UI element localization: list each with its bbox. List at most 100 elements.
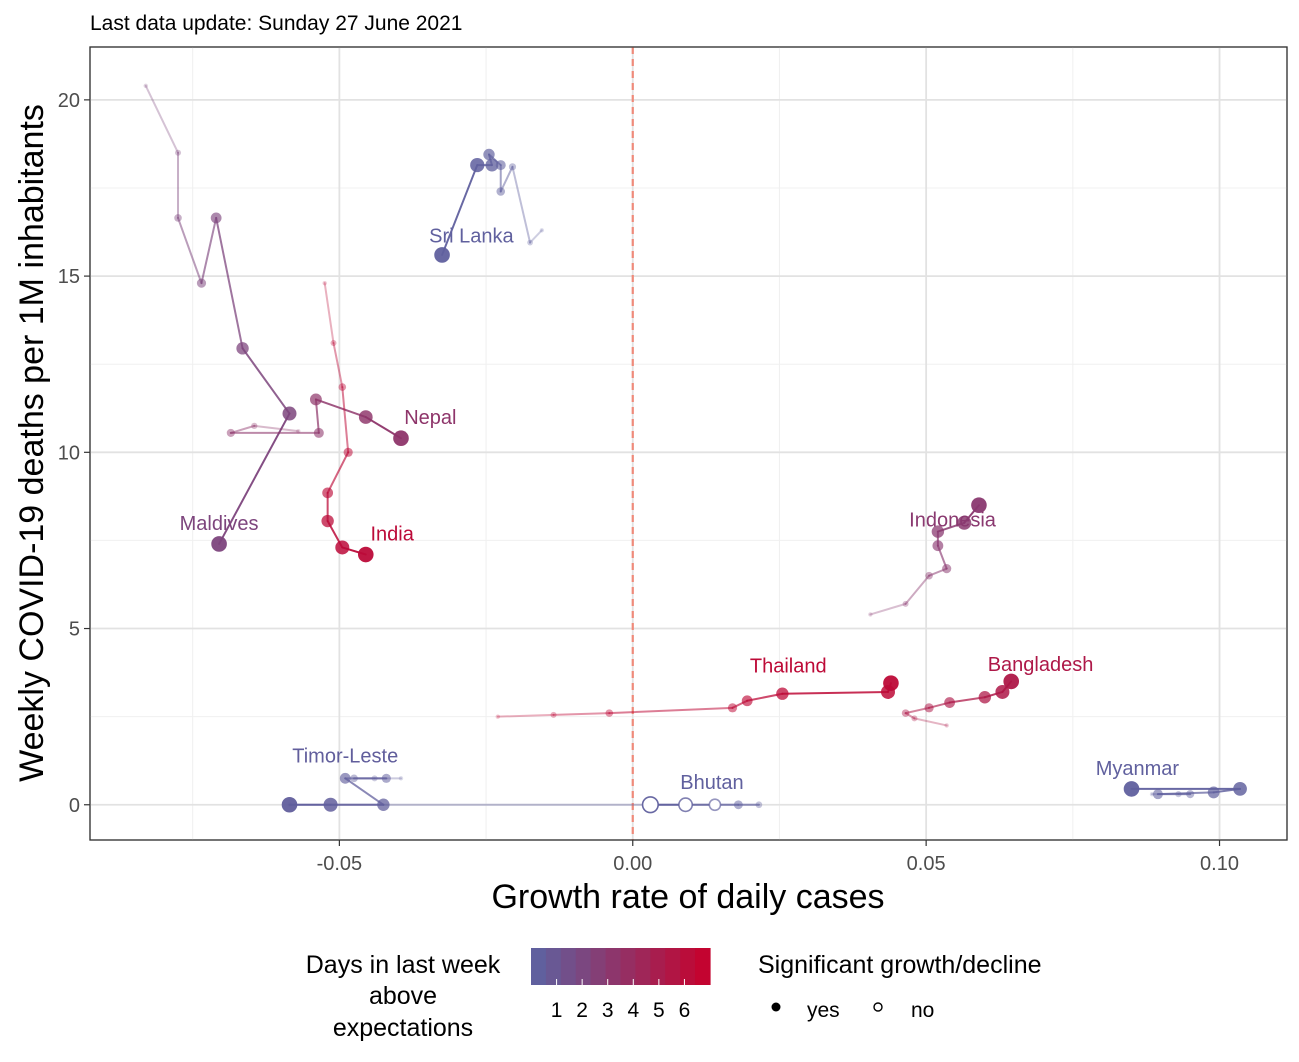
shape-legend-label: yes	[807, 999, 840, 1022]
series-layer	[143, 83, 1247, 814]
data-point	[1123, 781, 1140, 797]
shape-legend-title: Significant growth/decline	[758, 951, 1042, 979]
data-point	[550, 711, 557, 718]
x-tick-label: 0.00	[613, 853, 652, 875]
trajectory-segment	[323, 282, 335, 345]
data-point	[495, 714, 501, 719]
data-point	[470, 157, 485, 173]
trajectory-segment	[904, 574, 931, 605]
data-point	[1186, 790, 1195, 799]
data-point	[932, 540, 944, 552]
data-point	[282, 406, 297, 421]
data-point	[741, 695, 753, 707]
trajectory-segment	[529, 229, 543, 244]
series-timor-leste	[281, 772, 404, 813]
data-point	[381, 773, 391, 783]
trajectory-segment	[341, 386, 350, 454]
colorbar-segment	[545, 948, 562, 985]
data-point	[925, 571, 933, 580]
colorbar-segment	[575, 948, 592, 985]
data-point	[483, 148, 495, 161]
data-point	[335, 540, 350, 555]
data-point	[931, 525, 945, 538]
data-point	[226, 428, 235, 437]
trajectory-segment	[499, 165, 514, 193]
country-label: Nepal	[404, 407, 456, 429]
colorbar-tick-label: 6	[679, 999, 691, 1022]
series-indonesia	[868, 497, 987, 617]
trajectory-segment	[215, 216, 244, 350]
trajectory-segment	[241, 347, 291, 415]
plot-border	[89, 46, 1288, 841]
country-label: Myanmar	[1096, 758, 1180, 780]
data-point	[196, 278, 207, 288]
data-point	[1175, 791, 1182, 798]
x-axis-title: Growth rate of daily cases	[491, 878, 884, 916]
x-axis: -0.05 0.00 0.05 0.10	[317, 840, 1239, 875]
trajectory-segment	[177, 216, 203, 285]
trajectory-segment	[552, 712, 611, 716]
trajectory-segment	[314, 398, 367, 419]
trajectory-segment	[511, 165, 532, 244]
x-tick-label: 0.10	[1200, 853, 1239, 875]
data-point	[175, 149, 182, 156]
colorbar-tick-label: 5	[653, 999, 665, 1022]
y-axis: 0 5 10 15 20	[58, 90, 90, 817]
country-label: Bhutan	[680, 772, 743, 794]
data-point	[1207, 786, 1220, 799]
data-point	[485, 158, 499, 172]
data-point	[924, 703, 934, 713]
data-point	[343, 447, 353, 457]
data-point	[434, 247, 450, 263]
data-point	[1233, 782, 1247, 796]
data-point	[978, 691, 992, 704]
colorbar-tick-label: 4	[627, 999, 639, 1022]
data-point	[309, 393, 322, 406]
series-maldives	[143, 83, 297, 552]
x-tick-label: -0.05	[317, 853, 363, 875]
series-bhutan	[287, 796, 763, 814]
data-point	[321, 514, 334, 528]
data-point	[377, 798, 390, 811]
series-india	[321, 280, 374, 563]
data-point	[313, 427, 324, 438]
data-point	[322, 280, 327, 286]
data-point	[236, 342, 249, 355]
data-point	[357, 546, 374, 563]
data-point	[957, 515, 972, 530]
data-point	[350, 774, 358, 783]
data-point	[776, 687, 789, 700]
country-labels: Sri Lanka Maldives Nepal India Indonesia Bang…	[180, 226, 1180, 794]
data-point	[755, 801, 763, 809]
data-point	[708, 798, 722, 812]
country-label: India	[370, 523, 414, 545]
legend-symbol-open	[873, 1002, 883, 1012]
series-nepal	[226, 393, 409, 447]
trajectory-segment	[332, 342, 344, 389]
data-point	[678, 797, 694, 813]
trajectory-segment	[218, 412, 291, 545]
trajectory-segment	[496, 713, 555, 718]
country-label: Maldives	[180, 513, 259, 535]
trajectory-segment	[904, 712, 916, 720]
data-point	[251, 422, 258, 430]
colorbar-segment	[620, 948, 637, 985]
trajectory-segment	[781, 690, 889, 695]
x-tick-label: 0.05	[907, 853, 946, 875]
data-point	[944, 697, 956, 708]
trajectory-segment	[1156, 791, 1215, 796]
trajectory-segment	[229, 424, 256, 434]
grid-minor	[90, 47, 1287, 840]
series-bangladesh	[901, 673, 1020, 728]
trajectory-segment	[869, 602, 907, 616]
data-point	[942, 564, 952, 574]
data-point	[323, 797, 338, 812]
data-point	[539, 228, 545, 233]
data-point	[393, 430, 409, 447]
colorbar-segment	[605, 948, 622, 985]
colorbar-segment	[531, 948, 547, 985]
y-tick-label: 10	[58, 442, 80, 464]
